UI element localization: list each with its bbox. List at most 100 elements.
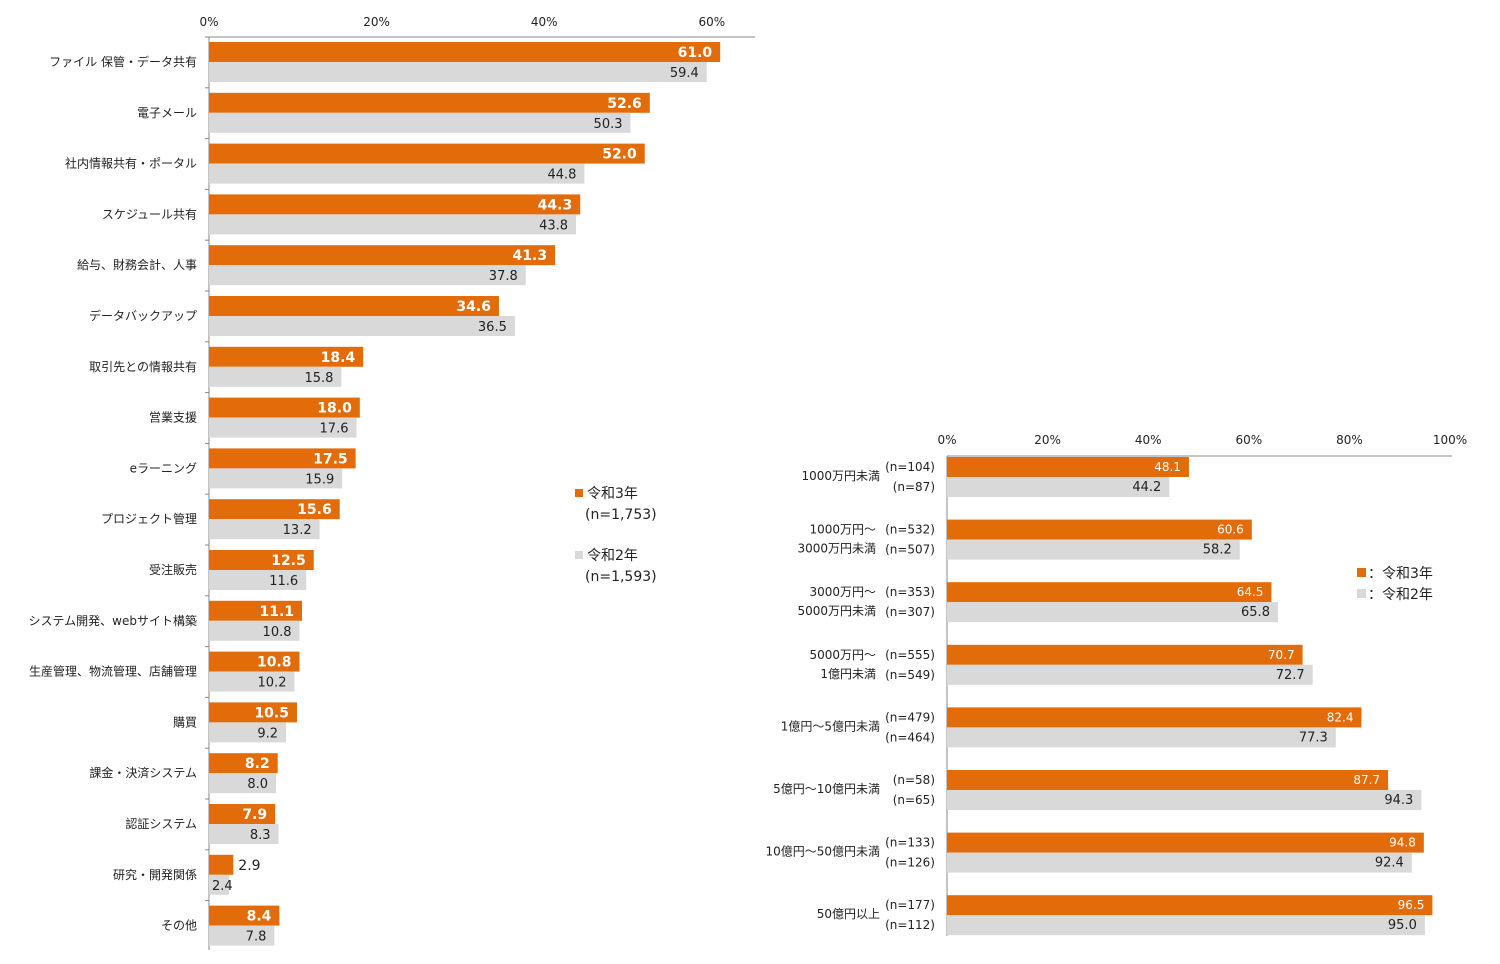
left-bar-reiwa3 xyxy=(209,143,645,164)
left-bar-reiwa3 xyxy=(209,651,300,672)
right-bar-reiwa3 xyxy=(947,770,1389,790)
right-category-label: 1000万円～ xyxy=(809,523,876,537)
right-value-label-reiwa3: 96.5 xyxy=(1398,898,1425,912)
right-category-label: 50億円以上 xyxy=(817,907,880,921)
left-legend-label-reiwa2: 令和2年 xyxy=(587,548,638,564)
right-value-label-reiwa2: 77.3 xyxy=(1299,730,1328,745)
right-n-label-reiwa2: (n=112) xyxy=(885,918,935,932)
left-value-label-reiwa2: 59.4 xyxy=(670,66,699,81)
left-value-label-reiwa3: 61.0 xyxy=(678,45,713,61)
right-x-tick-label: 0% xyxy=(937,433,956,447)
left-category-label: 電子メール xyxy=(137,106,197,120)
left-value-label-reiwa2: 50.3 xyxy=(594,117,623,132)
left-bar-reiwa3 xyxy=(209,397,360,418)
left-category-label: ファイル 保管・データ共有 xyxy=(49,54,197,69)
right-category-label: 1000万円未満 xyxy=(801,469,880,483)
left-category-label: システム開発、webサイト構築 xyxy=(29,613,197,628)
left-value-label-reiwa3: 34.6 xyxy=(456,299,491,315)
left-category-label: 課金・決済システム xyxy=(89,765,197,780)
left-bar-reiwa3 xyxy=(209,905,280,926)
right-bar-reiwa2 xyxy=(947,477,1170,497)
right-n-label-reiwa3: (n=532) xyxy=(885,523,935,537)
left-bar-reiwa3 xyxy=(209,804,276,824)
left-bar-reiwa3 xyxy=(209,42,721,62)
right-value-label-reiwa2: 65.8 xyxy=(1241,605,1270,620)
right-bar-reiwa2 xyxy=(947,727,1336,748)
right-value-label-reiwa2: 44.2 xyxy=(1132,480,1161,495)
left-value-label-reiwa2: 17.6 xyxy=(320,422,349,437)
left-value-label-reiwa3: 52.6 xyxy=(607,96,642,112)
left-legend-swatch-reiwa3 xyxy=(575,489,583,497)
right-bar-reiwa2 xyxy=(947,790,1422,810)
right-x-tick-label: 80% xyxy=(1336,433,1363,447)
left-bar-reiwa2 xyxy=(209,112,631,133)
right-bar-reiwa3 xyxy=(947,895,1433,916)
right-value-label-reiwa2: 92.4 xyxy=(1375,856,1404,871)
left-category-label: 社内情報共有・ポータル xyxy=(65,156,197,171)
left-bar-reiwa2 xyxy=(209,620,300,641)
right-value-label-reiwa2: 95.0 xyxy=(1388,918,1417,933)
left-value-label-reiwa3: 10.8 xyxy=(257,655,292,671)
left-value-label-reiwa2: 9.2 xyxy=(257,726,278,741)
right-bar-reiwa2 xyxy=(947,539,1240,560)
left-bar-reiwa2 xyxy=(209,570,307,590)
left-bar-reiwa3 xyxy=(209,296,499,316)
left-value-label-reiwa3: 12.5 xyxy=(271,553,306,569)
right-x-tick-label: 60% xyxy=(1235,433,1262,447)
left-value-label-reiwa2: 15.9 xyxy=(305,472,334,487)
left-bar-reiwa2 xyxy=(209,265,526,286)
left-legend-n-reiwa3: (n=1,753) xyxy=(585,507,657,523)
right-bar-reiwa3 xyxy=(947,832,1424,853)
right-n-label-reiwa3: (n=104) xyxy=(885,460,935,474)
left-value-label-reiwa3: 18.0 xyxy=(317,401,352,417)
left-value-label-reiwa3: 41.3 xyxy=(513,248,548,264)
left-value-label-reiwa2: 10.2 xyxy=(258,676,287,691)
left-value-label-reiwa3: 17.5 xyxy=(313,451,348,467)
left-bar-reiwa3 xyxy=(209,346,364,367)
right-value-label-reiwa3: 70.7 xyxy=(1268,648,1295,662)
left-value-label-reiwa2: 2.4 xyxy=(212,879,233,894)
left-value-label-reiwa3: 7.9 xyxy=(242,807,267,823)
left-bar-reiwa3 xyxy=(209,550,314,570)
left-value-label-reiwa3: 11.1 xyxy=(259,604,294,620)
left-bar-reiwa3 xyxy=(209,194,581,215)
left-bar-reiwa2 xyxy=(209,62,707,82)
left-bar-reiwa3 xyxy=(209,702,297,723)
left-value-label-reiwa3: 18.4 xyxy=(321,350,356,366)
left-bar-reiwa2 xyxy=(209,366,342,387)
right-chart: 0% 20% 40% 60% 80% 100% 1000万円未満 (n=104) (n=87) 4… xyxy=(765,433,1467,936)
left-value-label-reiwa3: 52.0 xyxy=(602,147,637,163)
left-value-label-reiwa2: 8.0 xyxy=(247,777,268,792)
right-category-label: 5000万円～ xyxy=(809,648,876,662)
right-n-label-reiwa2: (n=87) xyxy=(893,480,935,494)
right-n-label-reiwa3: (n=58) xyxy=(893,773,935,787)
left-bar-reiwa2 xyxy=(209,925,275,946)
right-bar-reiwa2 xyxy=(947,664,1313,685)
right-bar-reiwa3 xyxy=(947,519,1252,540)
right-legend-label-reiwa2: ：令和2年 xyxy=(1368,587,1433,603)
left-legend-label-reiwa3: 令和3年 xyxy=(587,486,638,502)
left-category-label: 取引先との情報共有 xyxy=(89,360,197,374)
left-category-label: 営業支援 xyxy=(149,411,197,425)
right-x-tick-label: 20% xyxy=(1034,433,1061,447)
right-n-label-reiwa2: (n=464) xyxy=(885,730,935,744)
right-category-label: 10億円～50億円未満 xyxy=(765,845,880,859)
left-category-label: 研究・開発関係 xyxy=(113,867,197,882)
right-value-label-reiwa3: 60.6 xyxy=(1217,523,1244,537)
right-n-label-reiwa3: (n=353) xyxy=(885,585,935,599)
right-category-label: 1億円未満 xyxy=(820,667,876,681)
left-bar-reiwa2 xyxy=(209,874,230,895)
right-value-label-reiwa3: 94.8 xyxy=(1389,836,1416,850)
left-value-label-reiwa2: 11.6 xyxy=(269,574,298,589)
right-value-label-reiwa2: 94.3 xyxy=(1384,793,1413,808)
left-bar-reiwa2 xyxy=(209,519,320,540)
left-value-label-reiwa3: 10.5 xyxy=(254,705,289,721)
left-bar-reiwa3 xyxy=(209,92,650,113)
right-value-label-reiwa3: 87.7 xyxy=(1353,773,1380,787)
right-n-label-reiwa3: (n=555) xyxy=(885,648,935,662)
right-bar-reiwa2 xyxy=(947,915,1425,936)
left-value-label-reiwa2: 43.8 xyxy=(539,218,568,233)
right-legend-label-reiwa3: ：令和3年 xyxy=(1368,566,1433,582)
left-category-label: 認証システム xyxy=(125,816,197,831)
left-category-label: スケジュール共有 xyxy=(102,207,197,221)
